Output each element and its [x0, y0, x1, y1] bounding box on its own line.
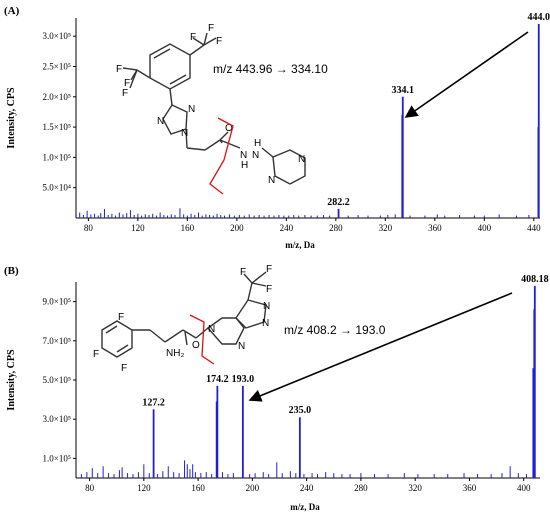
- molecule-a-atoms: F F F F F F N N N N N H H N N O: [116, 23, 305, 186]
- panel-a-y-tick-label: 1.5×10⁵: [43, 122, 71, 132]
- panel-a-x-tick-label: 120: [131, 223, 145, 233]
- panel-a-fragment-arrow: [404, 31, 529, 118]
- atom-f: F: [121, 363, 127, 374]
- panel-a-peak-label: 444.0: [528, 12, 550, 23]
- panel-b-x-tick-label: 280: [354, 483, 368, 493]
- molecule-a-cleavage-marker: [209, 117, 234, 195]
- panel-a-x-tick-label: 400: [478, 223, 492, 233]
- molecule-a-structure: [122, 32, 306, 185]
- panel-a-y-tick-label: 3.0×10⁵: [43, 31, 71, 41]
- panel-b-y-tick-label: 3.0×10⁵: [43, 414, 71, 424]
- panel-a-peak-label: 334.1: [392, 85, 415, 96]
- panel-b-transition-label: m/z 408.2 → 193.0: [284, 323, 386, 337]
- panel-b-x-tick-label: 240: [300, 483, 314, 493]
- panel-b-x-tick-label: 400: [517, 483, 531, 493]
- panel-b-label: (B): [4, 265, 19, 277]
- panel-a-y-tick-label: 5.0×10⁴: [43, 183, 71, 193]
- panel-b-xlabel: m/z, Da: [290, 502, 320, 512]
- atom-n: N: [252, 150, 259, 161]
- panel-b-fragment-arrow: [248, 292, 513, 402]
- atom-n: N: [188, 104, 195, 115]
- panel-b-peak-label: 235.0: [289, 405, 312, 416]
- atom-f: F: [216, 36, 222, 47]
- panel-b-x-tick-label: 200: [246, 483, 260, 493]
- panel-b-y-tick-label: 9.0×10⁵: [43, 297, 71, 307]
- atom-n: N: [157, 116, 164, 127]
- panel-b-x-tick-label: 360: [463, 483, 477, 493]
- panel-a-x-tick-label: 200: [230, 223, 244, 233]
- molecule-b-cleavage-marker: [189, 314, 215, 365]
- panel-b-x-tick-label: 160: [191, 483, 205, 493]
- panel-b: (B) Intensity, CPS m/z, Da F F F F F: [4, 264, 549, 512]
- panel-b-ylabel: Intensity, CPS: [6, 349, 17, 411]
- panel-b-x-tick-label: 120: [137, 483, 151, 493]
- panel-a-xlabel: m/z, Da: [285, 240, 315, 250]
- panel-a-y-tick-label: 2.0×10⁵: [43, 92, 71, 102]
- atom-f: F: [118, 312, 124, 323]
- panel-b-y-tick-label: 5.0×10⁵: [43, 375, 71, 385]
- panel-a-x-tick-label: 440: [527, 223, 541, 233]
- atom-n: N: [262, 318, 269, 329]
- atom-nh2: NH₂: [166, 348, 184, 359]
- atom-f: F: [266, 264, 272, 275]
- atom-f: F: [240, 267, 246, 278]
- panel-a-transition-label: m/z 443.96 → 334.10: [213, 62, 328, 76]
- panel-b-y-tick-label: 7.0×10⁵: [43, 336, 71, 346]
- atom-o: O: [192, 340, 200, 351]
- panel-a-x-tick-label: 280: [329, 223, 343, 233]
- panel-a-x-tick-label: 80: [84, 223, 94, 233]
- atom-f: F: [266, 284, 272, 295]
- panel-b-y-tick-label: 1.0×10⁵: [43, 453, 71, 463]
- panel-b-x-tick-label: 320: [408, 483, 422, 493]
- molecule-b-structure: [101, 271, 267, 358]
- atom-f: F: [122, 88, 128, 99]
- panel-a-y-tick-label: 2.5×10⁵: [43, 61, 71, 71]
- atom-n: N: [181, 128, 188, 139]
- atom-f: F: [116, 64, 122, 75]
- atom-f: F: [190, 32, 196, 43]
- atom-n: N: [268, 175, 275, 186]
- panel-b-peak-label: 193.0: [232, 374, 255, 385]
- atom-n: N: [240, 150, 247, 161]
- atom-o: O: [225, 123, 233, 134]
- atom-h: H: [254, 138, 261, 149]
- atom-n: N: [298, 154, 305, 165]
- atom-n: N: [263, 301, 270, 312]
- atom-n: N: [208, 324, 215, 335]
- panel-a-peak-label: 282.2: [327, 197, 350, 208]
- atom-f: F: [124, 78, 130, 89]
- panel-a-x-tick-label: 160: [181, 223, 195, 233]
- panel-a-x-tick-label: 320: [379, 223, 393, 233]
- panel-b-peak-label: 127.2: [142, 397, 165, 408]
- panel-b-x-tick-label: 80: [85, 483, 95, 493]
- molecule-b-atoms: F F F F F F N N N N NH₂ O: [93, 264, 272, 374]
- atom-h: H: [241, 160, 248, 171]
- panel-a-ylabel: Intensity, CPS: [6, 87, 17, 149]
- panel-a-x-tick-label: 360: [428, 223, 442, 233]
- panel-b-peak-label: 174.2: [206, 374, 229, 385]
- atom-n: N: [238, 341, 245, 352]
- atom-f: F: [93, 349, 99, 360]
- panel-a-x-tick-label: 240: [280, 223, 294, 233]
- panel-a-label: (A): [4, 5, 20, 17]
- atom-f: F: [208, 23, 214, 34]
- panel-a-y-tick-label: 1.0×10⁵: [43, 152, 71, 162]
- panel-a: (A) Intensity, CPS m/z, Da: [4, 5, 550, 250]
- panel-b-peak-label: 408.18: [521, 274, 549, 285]
